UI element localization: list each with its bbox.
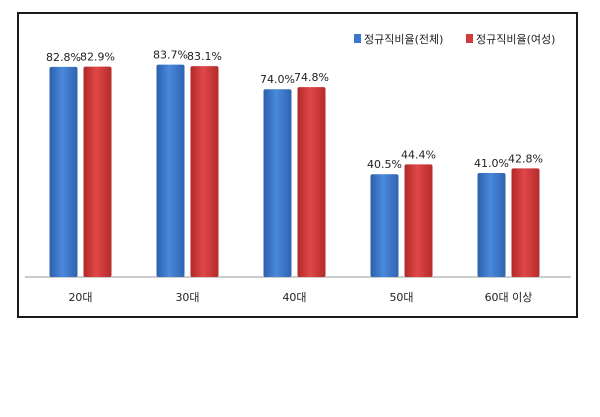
- category-label-1: 30대: [175, 291, 199, 304]
- chart-frame: 82.8% 82.9% 20대 83.7% 83.1% 30대 74.0% 74.8% 40대 4…: [17, 12, 578, 318]
- bar-total-2: [263, 89, 292, 277]
- bar-total-4: [477, 172, 506, 277]
- data-label-female-4: 42.8%: [508, 152, 543, 165]
- bar-total-1: [156, 64, 185, 277]
- data-label-female-3: 44.4%: [401, 148, 436, 161]
- data-label-total-0: 82.8%: [46, 51, 81, 64]
- bar-total-3: [370, 174, 399, 277]
- category-label-2: 40대: [282, 291, 306, 304]
- legend-label-female: 정규직비율(여성): [476, 33, 555, 46]
- bar-female-3: [404, 164, 433, 277]
- legend-label-total: 정규직비율(전체): [364, 33, 443, 46]
- bar-female-2: [297, 87, 326, 278]
- category-label-4: 60대 이상: [485, 291, 533, 304]
- data-label-total-4: 41.0%: [474, 157, 509, 170]
- bar-female-4: [511, 168, 540, 277]
- category-label-3: 50대: [389, 291, 413, 304]
- category-label-0: 20대: [68, 291, 92, 304]
- data-label-total-3: 40.5%: [367, 158, 402, 171]
- legend-swatch-female: [466, 34, 473, 43]
- data-label-female-1: 83.1%: [187, 50, 222, 63]
- bar-chart: 82.8% 82.9% 20대 83.7% 83.1% 30대 74.0% 74.8% 40대 4…: [25, 33, 571, 304]
- bar-total-0: [49, 66, 78, 277]
- bar-female-0: [83, 66, 112, 278]
- legend-swatch-total: [354, 34, 361, 43]
- data-label-female-2: 74.8%: [294, 71, 329, 84]
- data-label-female-0: 82.9%: [80, 51, 115, 64]
- data-label-total-1: 83.7%: [153, 49, 188, 62]
- bar-female-1: [190, 66, 219, 278]
- data-label-total-2: 74.0%: [260, 73, 295, 86]
